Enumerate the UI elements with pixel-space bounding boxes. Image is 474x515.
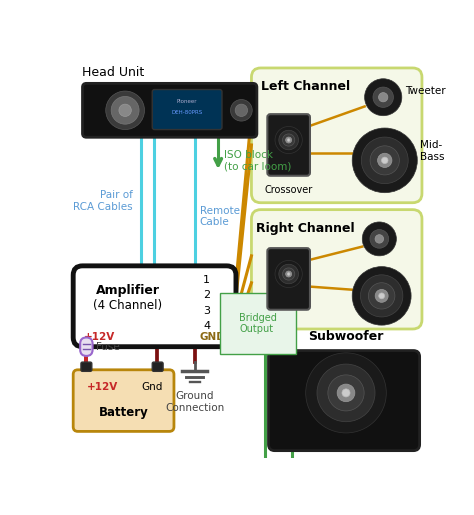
Text: ISO block
(to car loom): ISO block (to car loom) — [224, 149, 292, 171]
Circle shape — [370, 146, 400, 175]
Text: Head Unit: Head Unit — [82, 66, 145, 79]
Text: GND: GND — [199, 333, 225, 342]
Circle shape — [361, 137, 408, 184]
Circle shape — [317, 364, 375, 422]
Text: (4 Channel): (4 Channel) — [93, 299, 162, 313]
Text: Ground
Connection: Ground Connection — [165, 391, 225, 413]
Circle shape — [368, 283, 395, 309]
Text: +12V: +12V — [84, 333, 115, 342]
Circle shape — [328, 375, 364, 411]
Text: 3: 3 — [203, 305, 210, 316]
Circle shape — [379, 93, 388, 102]
Circle shape — [230, 99, 252, 121]
Circle shape — [352, 267, 411, 325]
FancyBboxPatch shape — [73, 266, 236, 347]
FancyBboxPatch shape — [81, 362, 92, 371]
FancyBboxPatch shape — [80, 337, 92, 356]
Text: Crossover: Crossover — [264, 185, 313, 195]
Circle shape — [365, 79, 402, 116]
Circle shape — [111, 96, 139, 124]
FancyBboxPatch shape — [268, 351, 419, 451]
FancyBboxPatch shape — [152, 90, 222, 130]
Circle shape — [362, 222, 396, 256]
Text: Fuse: Fuse — [96, 341, 119, 352]
Circle shape — [106, 91, 145, 130]
Text: Pioneer: Pioneer — [177, 99, 197, 104]
Text: Pair of
RCA Cables: Pair of RCA Cables — [73, 191, 133, 212]
Text: Left Channel: Left Channel — [261, 80, 350, 93]
Text: Tweeter: Tweeter — [405, 86, 446, 96]
FancyBboxPatch shape — [251, 68, 422, 203]
Text: +12V: +12V — [87, 382, 118, 392]
Text: Right Channel: Right Channel — [256, 222, 355, 235]
FancyBboxPatch shape — [267, 114, 310, 176]
Circle shape — [382, 157, 388, 164]
Circle shape — [283, 134, 295, 146]
Text: Subwoofer: Subwoofer — [308, 330, 383, 343]
Circle shape — [306, 353, 386, 433]
Text: 1: 1 — [203, 274, 210, 285]
Circle shape — [286, 271, 292, 277]
Circle shape — [287, 272, 290, 276]
Circle shape — [119, 104, 131, 116]
Circle shape — [279, 130, 299, 150]
Text: Bridged
Output: Bridged Output — [239, 313, 277, 334]
Circle shape — [375, 235, 383, 243]
Text: Remote
Cable: Remote Cable — [200, 206, 239, 227]
Circle shape — [342, 389, 350, 397]
Text: 4: 4 — [203, 321, 210, 331]
Circle shape — [370, 230, 389, 248]
Text: Battery: Battery — [99, 406, 148, 419]
FancyBboxPatch shape — [267, 248, 310, 310]
Circle shape — [375, 289, 388, 302]
Circle shape — [287, 139, 290, 142]
Text: Amplifier: Amplifier — [95, 284, 159, 297]
Text: Gnd: Gnd — [142, 382, 163, 392]
FancyBboxPatch shape — [152, 362, 163, 371]
Circle shape — [373, 87, 393, 108]
FancyBboxPatch shape — [73, 370, 174, 432]
Circle shape — [337, 384, 355, 402]
Text: 2: 2 — [203, 290, 210, 300]
Circle shape — [275, 127, 302, 153]
Circle shape — [352, 128, 417, 193]
Circle shape — [286, 137, 292, 143]
Text: DEH-80PRS: DEH-80PRS — [172, 110, 203, 115]
Circle shape — [360, 275, 403, 317]
Circle shape — [379, 293, 384, 299]
Circle shape — [283, 268, 295, 280]
Circle shape — [279, 264, 299, 284]
Text: Mid-
Bass: Mid- Bass — [419, 140, 444, 162]
FancyBboxPatch shape — [82, 83, 257, 138]
Circle shape — [378, 153, 392, 167]
Circle shape — [275, 261, 302, 287]
Circle shape — [235, 104, 247, 116]
FancyBboxPatch shape — [251, 210, 422, 329]
